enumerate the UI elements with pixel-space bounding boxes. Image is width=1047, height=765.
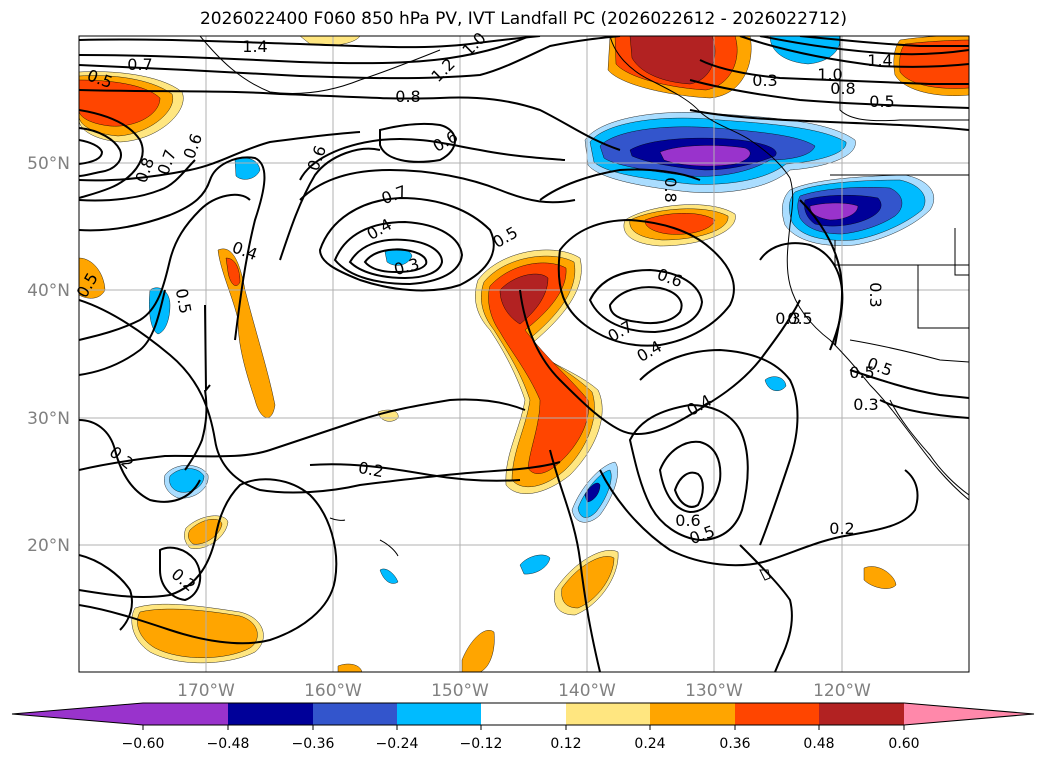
colorbar-segment	[650, 703, 735, 725]
contour-label: 1.4	[867, 51, 892, 70]
neg-fill	[234, 157, 261, 180]
colorbar-tick: 0.48	[803, 736, 834, 752]
colorbar-extend-max	[904, 703, 1034, 725]
colorbar-tick: 0.60	[888, 736, 919, 752]
pos-fill	[461, 630, 495, 672]
contour-label: 1.2	[427, 54, 458, 85]
latitude-labels: 50°N 40°N 30°N 20°N	[27, 154, 70, 556]
pos-fill	[137, 608, 258, 658]
pos-fill	[629, 36, 716, 85]
contour-label: 0.5	[869, 92, 894, 111]
neg-fill	[379, 568, 399, 584]
contour-label: 0.3	[775, 309, 800, 328]
contour-label: 0.8	[395, 87, 420, 106]
contour-label: 1.0	[817, 65, 842, 84]
contour-label: 0.6	[304, 143, 331, 173]
contour-label: 0.4	[633, 337, 665, 366]
contour-label: 0.6	[429, 127, 461, 156]
contour-label: 0.8	[830, 79, 855, 98]
colorbar-tick: 0.36	[719, 736, 750, 752]
colorbar-segment	[313, 703, 398, 725]
lon-label: 150°W	[431, 681, 489, 701]
colorbar-tick: −0.12	[460, 736, 503, 752]
colorbar-extend-min	[12, 703, 143, 725]
pos-fill	[337, 663, 363, 672]
colorbar-tick: −0.48	[207, 736, 250, 752]
neg-fill	[764, 376, 787, 391]
contour-label: 0.7	[379, 182, 409, 209]
coastlines	[199, 36, 969, 581]
neg-fill	[584, 482, 601, 503]
colorbar-tick: 0.12	[550, 736, 581, 752]
contour-label: 0.2	[168, 564, 200, 595]
lat-label: 40°N	[27, 281, 70, 301]
colorbar-tick: −0.24	[376, 736, 419, 752]
lat-label: 30°N	[27, 409, 70, 429]
pos-fill	[225, 257, 241, 286]
colorbar-segment	[735, 703, 820, 725]
colorbar-segment	[819, 703, 904, 725]
contour-label: 0.3	[752, 71, 777, 90]
contour-label: 0.6	[675, 511, 700, 530]
pos-fill	[863, 566, 897, 589]
lon-label: 120°W	[813, 681, 871, 701]
colorbar-segment	[481, 703, 566, 725]
neg-fill	[659, 145, 751, 167]
pos-fill	[217, 248, 276, 418]
colorbar-segment	[143, 703, 229, 725]
contour-label: 0.5	[787, 309, 812, 328]
colorbar-tick: −0.60	[122, 736, 165, 752]
lon-label: 170°W	[177, 681, 235, 701]
longitude-labels: 170°W 160°W 150°W 140°W 130°W 120°W	[177, 681, 871, 701]
lat-label: 20°N	[27, 536, 70, 556]
colorbar-segment	[397, 703, 482, 725]
contour-label: 0.5	[849, 363, 874, 382]
lon-label: 130°W	[685, 681, 743, 701]
chart-title: 2026022400 F060 850 hPa PV, IVT Landfall…	[199, 9, 847, 29]
neg-fill	[809, 202, 859, 221]
contour-label: 0.2	[106, 442, 138, 473]
pos-fill	[499, 273, 549, 325]
colorbar-segment	[566, 703, 651, 725]
colorbar: −0.60 −0.48 −0.36 −0.24 −0.12 0.12 0.24 …	[11, 702, 1035, 752]
colorbar-tick: −0.36	[292, 736, 335, 752]
lon-label: 160°W	[304, 681, 362, 701]
map-frame	[78, 35, 970, 673]
lat-label: 50°N	[27, 154, 70, 174]
pos-fill	[561, 556, 615, 609]
lon-label: 140°W	[558, 681, 616, 701]
pv-contours	[79, 36, 969, 672]
neg-fill	[519, 554, 551, 575]
colorbar-segment	[228, 703, 313, 725]
contour-label: 0.2	[357, 458, 385, 481]
contour-label: 0.6	[180, 131, 207, 161]
pos-fill	[188, 519, 223, 545]
contour-label: 0.5	[172, 287, 195, 315]
contour-label: 0.2	[829, 519, 854, 538]
contour-label: 1.4	[242, 37, 267, 56]
contour-label: 0.3	[866, 282, 885, 307]
contour-label: 0.8	[661, 177, 680, 202]
contour-label: 0.7	[127, 55, 152, 74]
contour-label: 0.3	[853, 395, 878, 414]
colorbar-tick: 0.24	[634, 736, 665, 752]
pos-fill	[644, 213, 716, 235]
